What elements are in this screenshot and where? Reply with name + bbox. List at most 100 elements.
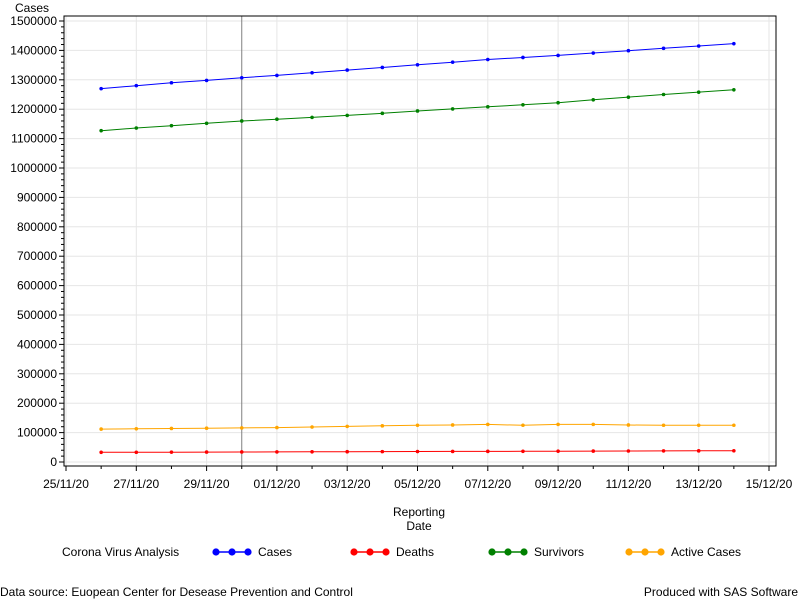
data-point (134, 426, 139, 431)
y-tick-label: 1300000 (10, 73, 57, 87)
x-axis: 25/11/20 27/11/20 29/11/20 01/12/20 03/12/20… (43, 466, 793, 491)
data-point (345, 424, 350, 429)
data-point (99, 86, 103, 91)
y-tick-label: 1200000 (10, 102, 57, 116)
data-point (450, 60, 455, 64)
data-point (450, 107, 455, 111)
data-point (275, 425, 279, 430)
x-tick-label: 09/12/20 (535, 477, 582, 491)
data-point (134, 83, 139, 88)
data-point (591, 422, 596, 427)
data-point (239, 75, 244, 80)
y-tick-label: 1400000 (10, 43, 57, 57)
data-point (556, 53, 560, 58)
data-point (134, 450, 139, 455)
data-point (99, 128, 103, 133)
data-point (556, 449, 560, 453)
data-point (345, 449, 350, 454)
x-tick-label: 05/12/20 (394, 477, 441, 491)
series-active-cases (99, 422, 736, 431)
legend-swatch-marker (504, 548, 512, 556)
legend-swatch-marker (212, 548, 220, 556)
data-point (380, 65, 385, 70)
x-tick-label: 01/12/20 (254, 477, 301, 491)
y-tick-label: 100000 (17, 426, 57, 440)
data-point (732, 41, 736, 46)
data-point (626, 95, 631, 99)
y-tick-label: 400000 (17, 337, 57, 351)
data-point (415, 423, 420, 428)
data-point (521, 102, 525, 107)
legend-swatch-marker (228, 548, 236, 556)
x-tick-label: 29/11/20 (184, 477, 230, 491)
x-tick-label: 11/12/20 (605, 477, 651, 491)
y-tick-label: 600000 (17, 279, 57, 293)
data-point (345, 113, 350, 118)
legend-swatch-marker (382, 548, 390, 556)
data-point (626, 48, 631, 53)
data-point (99, 450, 103, 455)
x-axis-title-line-1: Reporting (393, 505, 445, 519)
y-tick-label: 200000 (17, 396, 57, 410)
data-point (415, 109, 420, 113)
data-point (556, 100, 560, 105)
legend-swatch-marker (350, 548, 358, 556)
data-point (486, 449, 490, 454)
y-tick-label: 1000000 (10, 161, 57, 175)
y-gridlines (64, 20, 776, 463)
data-point (556, 422, 560, 427)
data-point (204, 426, 209, 430)
legend-item-deaths: Deaths (350, 545, 434, 559)
data-point (99, 427, 103, 431)
data-point (661, 92, 666, 97)
legend-swatch-marker (366, 548, 374, 556)
data-point (380, 111, 385, 116)
data-point (310, 425, 314, 429)
data-point (169, 450, 174, 454)
data-point (591, 449, 596, 453)
data-point (310, 70, 314, 75)
data-point (275, 450, 279, 454)
series-cases (99, 41, 736, 91)
data-point (450, 449, 455, 454)
y-tick-label: 300000 (17, 367, 57, 381)
series-layer (99, 41, 736, 455)
series-survivors (99, 87, 736, 133)
data-point (204, 450, 209, 454)
legend-label: Active Cases (671, 545, 741, 559)
data-point (415, 449, 420, 454)
data-point (239, 426, 244, 430)
legend: Corona Virus Analysis Cases Deaths Survivo… (62, 545, 741, 559)
data-point (661, 449, 666, 453)
y-axis: 0 100000 200000 300000 400000 500000 600000 700… (10, 14, 64, 469)
data-point (696, 90, 701, 94)
legend-swatch-marker (657, 548, 665, 556)
data-point (591, 51, 596, 55)
data-point (486, 57, 490, 62)
legend-label: Cases (258, 545, 292, 559)
x-tick-label: 27/11/20 (113, 477, 159, 491)
x-tick-label: 03/12/20 (324, 477, 371, 491)
data-point (486, 422, 490, 427)
data-point (696, 44, 701, 48)
x-gridlines (65, 16, 770, 466)
data-point (732, 448, 736, 453)
y-tick-label: 500000 (17, 308, 57, 322)
data-point (204, 78, 209, 83)
data-point (415, 63, 420, 67)
data-point (486, 105, 490, 109)
data-point (626, 423, 631, 427)
data-point (521, 423, 525, 428)
plot-frame (63, 15, 777, 467)
y-tick-label: 900000 (17, 190, 57, 204)
data-point (275, 73, 279, 78)
legend-label: Deaths (396, 545, 434, 559)
data-point (310, 449, 314, 454)
data-point (169, 80, 174, 85)
legend-swatch-marker (641, 548, 649, 556)
data-point (239, 119, 244, 123)
data-point (732, 423, 736, 428)
legend-item-cases: Cases (212, 545, 292, 559)
y-tick-label: 1500000 (10, 14, 57, 28)
